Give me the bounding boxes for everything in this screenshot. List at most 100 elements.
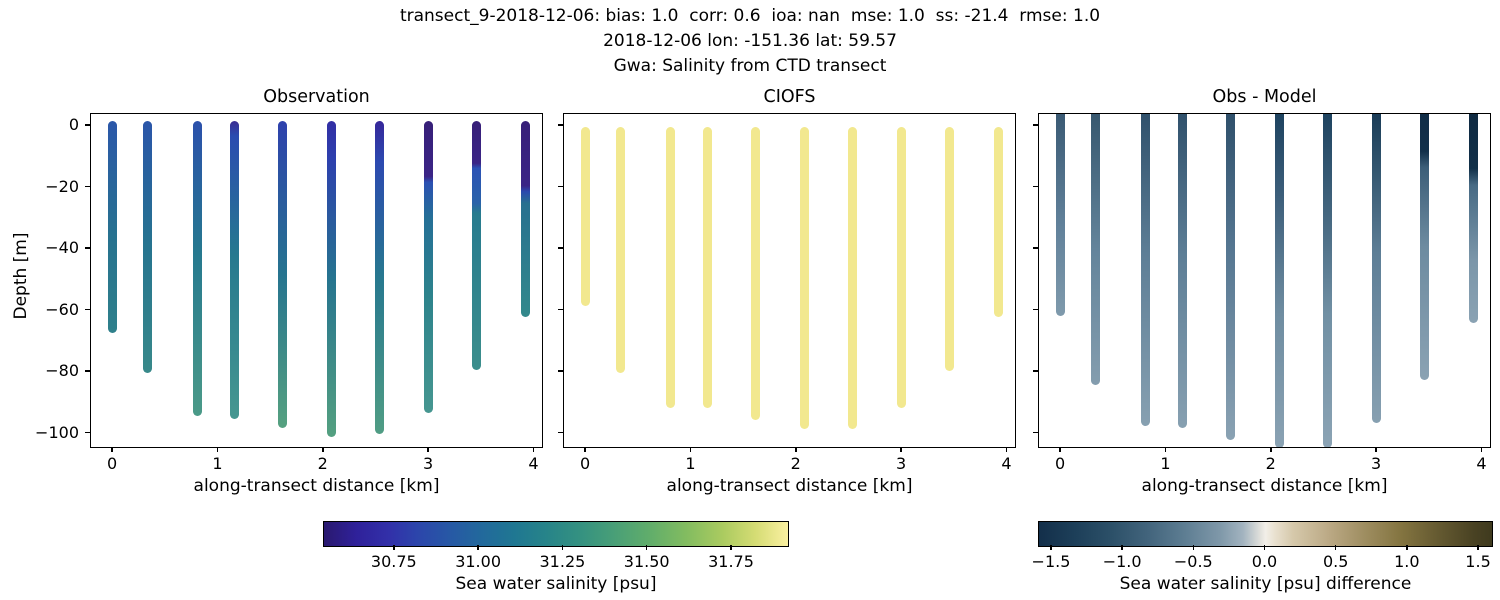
data-column [472,120,482,370]
colorbar-difference: −1.5 −1.0 −0.5 0.0 0.5 1.0 1.5 [1032,521,1493,571]
colorbar-tick-mark [477,545,479,550]
colorbar-tick-label: 1.5 [1465,552,1491,571]
y-tick-mark [557,247,563,249]
x-tick-mark [1480,447,1483,452]
colorbar-tick-mark [393,545,395,550]
colorbar-tick-mark [1334,545,1337,550]
data-column [1274,114,1284,447]
y-tick-label: −100 [35,422,79,442]
panel-title-ciofs: CIOFS [763,87,816,107]
panel-title-obs-model: Obs - Model [1212,87,1317,107]
data-column [1140,114,1150,427]
data-column [1055,114,1065,316]
colorbar-tick-mark [730,545,732,550]
panel-ciofs: CIOFS 0 1 2 3 4 [557,87,1016,473]
y-tick-mark [557,124,563,126]
x-axis-label-ciofs: along-transect distance [km] [666,476,913,496]
y-tick-mark [1032,431,1038,434]
y-tick-label: −80 [45,361,79,381]
x-tick-label: 0 [579,454,591,473]
data-column [520,120,530,318]
colorbar-tick-mark [1477,545,1479,550]
data-column [702,126,712,408]
y-tick-label: 0 [68,115,79,135]
colorbar-tick-mark [1050,545,1052,550]
colorbar-salinity-label: Sea water salinity [psu] [455,574,657,594]
data-column [848,126,858,430]
data-column [1371,114,1381,424]
colorbar-tick-label: 0.5 [1322,552,1349,571]
x-tick-label: 2 [317,454,328,473]
data-column [1226,114,1236,441]
data-column [278,120,288,428]
title-line-stats: transect_9-2018-12-06: bias: 1.0 corr: 0… [399,6,1101,26]
colorbar-tick-mark [1263,545,1266,550]
y-tick-mark [1032,308,1038,311]
data-column [665,126,675,408]
x-tick-mark [1164,447,1167,452]
colorbar-tick-label: −1.0 [1102,552,1142,571]
data-column [107,120,117,333]
data-column [143,120,153,373]
data-column [326,120,336,438]
colorbar-tick-label: 0.0 [1251,552,1278,571]
panel-title-observation: Observation [263,87,370,107]
colorbar-tick-label: 30.75 [370,552,417,571]
panel-observation: Observation 0 1 2 3 4 0 −20 −40 −60 −80 −100 [35,87,543,473]
x-tick-mark [1005,447,1008,452]
colorbar-salinity-gradient [324,522,788,546]
panel-obs-model: Obs - Model 0 1 2 3 4 [1032,87,1491,473]
colorbar-tick-label: 31.00 [455,552,501,571]
y-tick-mark [84,185,90,188]
data-column [1420,114,1430,381]
x-axis-label-observation: along-transect distance [km] [193,476,440,496]
x-tick-label: 3 [423,454,434,473]
data-column [945,126,955,372]
x-tick-mark [216,447,219,452]
y-tick-mark [1032,185,1038,188]
x-tick-label: 1 [1160,454,1171,473]
data-column [896,126,906,408]
y-tick-mark [1032,124,1038,126]
colorbar-tick-label: −1.5 [1031,552,1071,571]
x-tick-mark [322,447,324,452]
y-tick-label: −60 [45,299,79,319]
x-tick-mark [795,447,797,452]
x-tick-mark [427,447,429,452]
x-tick-label: 4 [1476,454,1487,473]
data-column [580,126,590,307]
x-tick-mark [900,447,902,452]
x-tick-label: 4 [1001,454,1012,473]
x-tick-mark [689,447,692,452]
colorbar-tick-mark [1121,545,1123,550]
x-axis-label-obs-model: along-transect distance [km] [1141,476,1388,496]
x-tick-label: 3 [896,454,907,473]
colorbar-tick-mark [645,545,648,550]
data-column [423,120,433,413]
colorbar-tick-mark [1406,545,1408,550]
data-column [993,126,1003,318]
colorbar-tick-label: 31.25 [539,552,586,571]
y-tick-label: −20 [45,176,79,196]
plot-area-ciofs [564,114,1015,447]
colorbar-tick-label: 1.0 [1394,552,1420,571]
data-column [192,120,202,416]
y-tick-mark [1032,370,1038,372]
colorbar-salinity: 30.75 31.00 31.25 31.50 31.75 [323,521,789,571]
x-tick-label: 2 [790,454,801,473]
data-column [616,126,626,373]
x-tick-label: 0 [1054,454,1066,473]
colorbar-difference-label: Sea water salinity [psu] difference [1119,574,1412,594]
data-column [229,120,239,419]
data-column [375,120,385,435]
y-tick-mark [557,308,563,311]
y-tick-mark [84,247,90,249]
y-tick-mark [557,185,563,188]
data-column [1468,114,1478,324]
plot-area-obs-model [1039,114,1490,447]
title-line-location: 2018-12-06 lon: -151.36 lat: 59.57 [603,31,897,51]
y-tick-mark [84,124,90,126]
data-column [799,126,809,430]
colorbar-tick-label: −0.5 [1173,552,1213,571]
x-tick-mark [1059,447,1061,452]
